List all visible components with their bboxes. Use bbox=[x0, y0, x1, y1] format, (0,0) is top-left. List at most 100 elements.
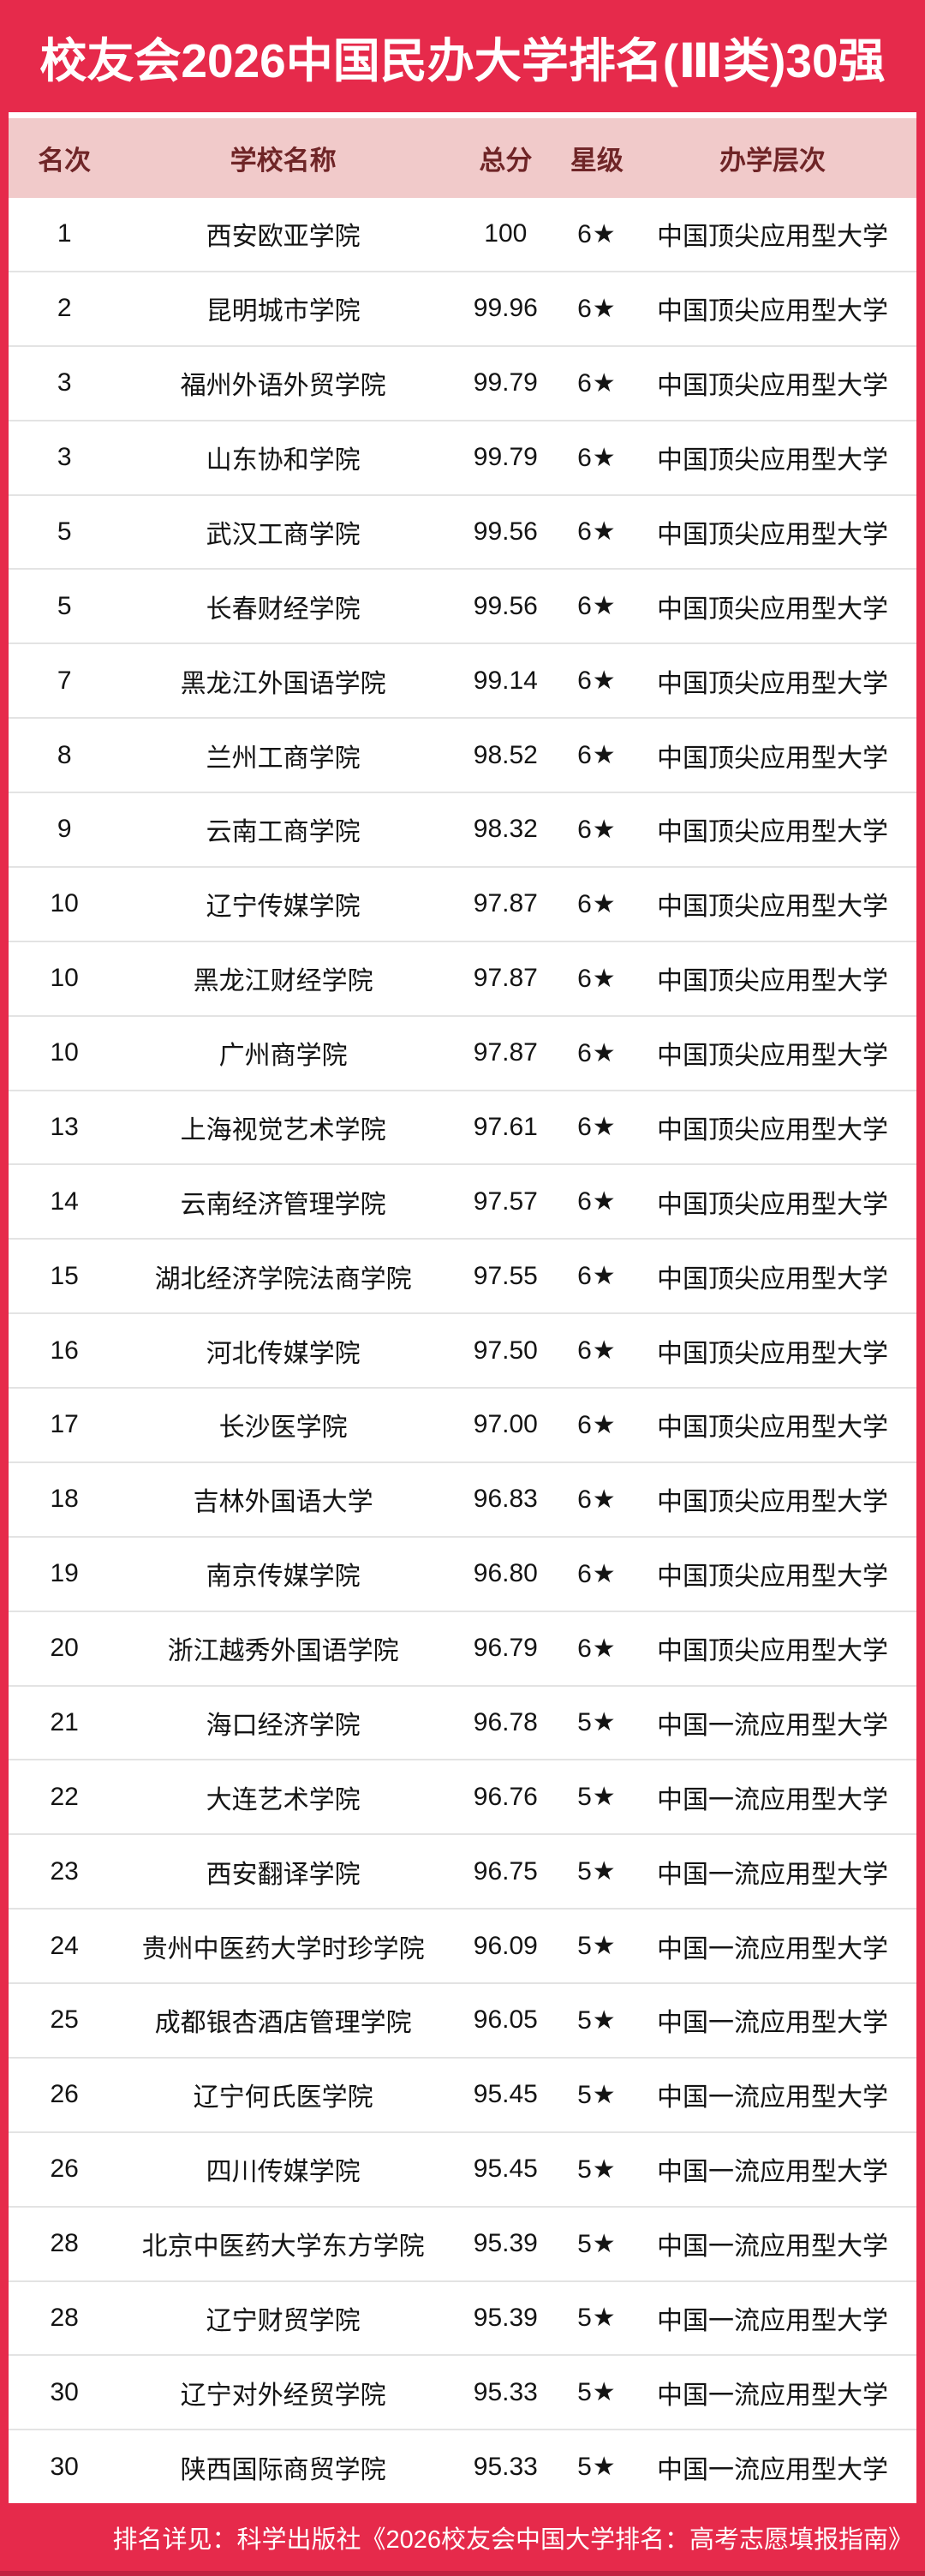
table-row: 10 黑龙江财经学院 97.87 6★ 中国顶尖应用型大学 bbox=[9, 940, 916, 1015]
score-cell: 97.00 bbox=[473, 1410, 538, 1439]
rank-cell: 23 bbox=[50, 1856, 79, 1886]
score-cell: 99.96 bbox=[473, 294, 538, 323]
school-name-cell: 四川传媒学院 bbox=[206, 2158, 361, 2187]
table-row: 26 辽宁何氏医学院 95.45 5★ 中国一流应用型大学 bbox=[9, 2056, 916, 2131]
rank-cell: 5 bbox=[57, 517, 72, 546]
school-name-cell: 海口经济学院 bbox=[206, 1711, 361, 1740]
school-name-cell: 西安欧亚学院 bbox=[206, 223, 361, 252]
rank-cell: 5 bbox=[57, 591, 72, 620]
star-rating-cell: 5★ bbox=[577, 1932, 617, 1961]
rank-cell: 15 bbox=[50, 1261, 79, 1290]
school-name-cell: 辽宁何氏医学院 bbox=[193, 2083, 373, 2113]
rank-cell: 17 bbox=[50, 1410, 79, 1439]
score-cell: 95.33 bbox=[473, 2452, 538, 2481]
school-name-cell: 上海视觉艺术学院 bbox=[180, 1115, 386, 1145]
star-rating-cell: 6★ bbox=[577, 1485, 617, 1514]
school-name-cell: 辽宁对外经贸学院 bbox=[180, 2381, 386, 2410]
rank-cell: 9 bbox=[57, 815, 72, 844]
col-header-star: 星级 bbox=[570, 146, 624, 176]
level-cell: 中国一流应用型大学 bbox=[656, 2232, 888, 2262]
rank-cell: 8 bbox=[57, 740, 72, 769]
level-cell: 中国顶尖应用型大学 bbox=[656, 1637, 888, 1666]
star-rating-cell: 5★ bbox=[577, 2453, 617, 2482]
score-cell: 98.52 bbox=[473, 740, 538, 769]
table-row: 28 北京中医药大学东方学院 95.39 5★ 中国一流应用型大学 bbox=[9, 2205, 916, 2280]
score-cell: 96.76 bbox=[473, 1782, 538, 1811]
table-row: 9 云南工商学院 98.32 6★ 中国顶尖应用型大学 bbox=[9, 792, 916, 866]
star-rating-cell: 6★ bbox=[577, 1336, 617, 1366]
school-name-cell: 西安翻译学院 bbox=[206, 1860, 361, 1889]
table-row: 24 贵州中医药大学时珍学院 96.09 5★ 中国一流应用型大学 bbox=[9, 1908, 916, 1982]
rank-cell: 3 bbox=[57, 443, 72, 472]
score-cell: 95.45 bbox=[473, 2155, 538, 2184]
table-row: 25 成都银杏酒店管理学院 96.05 5★ 中国一流应用型大学 bbox=[9, 1982, 916, 2057]
table-row: 3 福州外语外贸学院 99.79 6★ 中国顶尖应用型大学 bbox=[9, 344, 916, 420]
table-row: 1 西安欧亚学院 100 6★ 中国顶尖应用型大学 bbox=[9, 198, 916, 271]
score-cell: 96.05 bbox=[473, 2005, 538, 2035]
school-name-cell: 贵州中医药大学时珍学院 bbox=[141, 1934, 425, 1963]
table-row: 23 西安翻译学院 96.75 5★ 中国一流应用型大学 bbox=[9, 1833, 916, 1909]
rank-cell: 28 bbox=[50, 2229, 79, 2258]
table-row: 21 海口经济学院 96.78 5★ 中国一流应用型大学 bbox=[9, 1684, 916, 1760]
table-row: 5 长春财经学院 99.56 6★ 中国顶尖应用型大学 bbox=[9, 568, 916, 643]
col-header-level: 办学层次 bbox=[719, 146, 826, 176]
school-name-cell: 辽宁传媒学院 bbox=[206, 893, 361, 922]
star-rating-cell: 5★ bbox=[577, 1857, 617, 1886]
rank-cell: 21 bbox=[50, 1707, 79, 1736]
table-row: 7 黑龙江外国语学院 99.14 6★ 中国顶尖应用型大学 bbox=[9, 643, 916, 718]
score-cell: 99.79 bbox=[473, 443, 538, 472]
level-cell: 中国一流应用型大学 bbox=[656, 2083, 888, 2113]
table-row: 13 上海视觉艺术学院 97.61 6★ 中国顶尖应用型大学 bbox=[9, 1089, 916, 1164]
banner: 校友会2026中国民办大学排名(Ⅲ类)30强 bbox=[0, 0, 925, 112]
school-name-cell: 长春财经学院 bbox=[206, 595, 361, 624]
level-cell: 中国顶尖应用型大学 bbox=[656, 744, 888, 773]
school-name-cell: 吉林外国语大学 bbox=[193, 1488, 373, 1517]
star-rating-cell: 6★ bbox=[577, 368, 617, 397]
score-cell: 95.33 bbox=[473, 2377, 538, 2406]
rank-cell: 28 bbox=[50, 2303, 79, 2332]
level-cell: 中国顶尖应用型大学 bbox=[656, 669, 888, 698]
score-cell: 96.09 bbox=[473, 1931, 538, 1960]
school-name-cell: 长沙医学院 bbox=[218, 1414, 348, 1443]
level-cell: 中国顶尖应用型大学 bbox=[656, 1264, 888, 1294]
school-name-cell: 广州商学院 bbox=[218, 1042, 348, 1071]
level-cell: 中国顶尖应用型大学 bbox=[656, 372, 888, 401]
score-cell: 98.32 bbox=[473, 815, 538, 844]
score-cell: 99.14 bbox=[473, 666, 538, 695]
school-name-cell: 大连艺术学院 bbox=[206, 1785, 361, 1814]
table-row: 19 南京传媒学院 96.80 6★ 中国顶尖应用型大学 bbox=[9, 1535, 916, 1611]
rank-cell: 10 bbox=[50, 1038, 79, 1067]
star-rating-cell: 6★ bbox=[577, 294, 617, 323]
star-rating-cell: 6★ bbox=[577, 666, 617, 696]
star-rating-cell: 6★ bbox=[577, 964, 617, 993]
table-row: 28 辽宁财贸学院 95.39 5★ 中国一流应用型大学 bbox=[9, 2280, 916, 2355]
star-rating-cell: 6★ bbox=[577, 517, 617, 547]
table-body: 1 西安欧亚学院 100 6★ 中国顶尖应用型大学 2 昆明城市学院 99.96… bbox=[9, 198, 916, 2504]
rank-cell: 26 bbox=[50, 2155, 79, 2184]
school-name-cell: 武汉工商学院 bbox=[206, 520, 361, 549]
score-cell: 97.87 bbox=[473, 1038, 538, 1067]
rank-cell: 30 bbox=[50, 2452, 79, 2481]
score-cell: 100 bbox=[484, 219, 528, 248]
star-rating-cell: 6★ bbox=[577, 1559, 617, 1588]
table-row: 10 广州商学院 97.87 6★ 中国顶尖应用型大学 bbox=[9, 1014, 916, 1090]
rank-cell: 1 bbox=[57, 219, 72, 248]
level-cell: 中国顶尖应用型大学 bbox=[656, 1042, 888, 1071]
table-row: 5 武汉工商学院 99.56 6★ 中国顶尖应用型大学 bbox=[9, 493, 916, 569]
level-cell: 中国顶尖应用型大学 bbox=[656, 1488, 888, 1517]
school-name-cell: 湖北经济学院法商学院 bbox=[154, 1264, 412, 1294]
level-cell: 中国顶尖应用型大学 bbox=[656, 1339, 888, 1368]
rank-cell: 3 bbox=[57, 368, 72, 397]
level-cell: 中国顶尖应用型大学 bbox=[656, 1414, 888, 1443]
score-cell: 97.57 bbox=[473, 1186, 538, 1216]
level-cell: 中国顶尖应用型大学 bbox=[656, 967, 888, 996]
table-header-row: 名次 学校名称 总分 星级 办学层次 bbox=[9, 118, 916, 198]
score-cell: 95.45 bbox=[473, 2080, 538, 2109]
score-cell: 96.78 bbox=[473, 1707, 538, 1736]
score-cell: 95.39 bbox=[473, 2303, 538, 2332]
level-cell: 中国顶尖应用型大学 bbox=[656, 520, 888, 549]
level-cell: 中国一流应用型大学 bbox=[656, 2306, 888, 2335]
star-rating-cell: 6★ bbox=[577, 219, 617, 248]
rank-cell: 20 bbox=[50, 1634, 79, 1663]
rank-cell: 24 bbox=[50, 1931, 79, 1960]
